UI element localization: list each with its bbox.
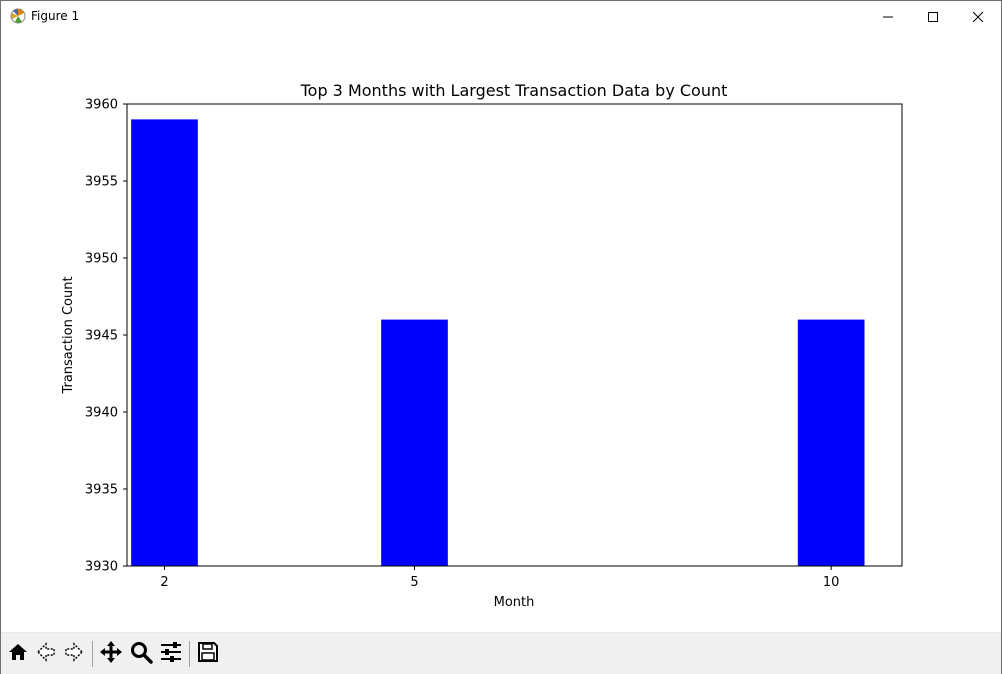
home-button[interactable]: [5, 641, 31, 667]
title-bar: Figure 1: [1, 1, 1001, 32]
y-tick-label: 3950: [85, 252, 118, 267]
y-tick-label: 3955: [85, 175, 118, 190]
y-tick-label: 3935: [85, 483, 118, 498]
configure-subplots-button[interactable]: [158, 641, 184, 667]
bar-chart: Top 3 Months with Largest Transaction Da…: [61, 81, 903, 610]
pan-button[interactable]: [98, 641, 124, 667]
back-arrow-icon: [35, 641, 57, 667]
forward-arrow-icon: [63, 641, 85, 667]
y-tick-label: 3960: [85, 98, 118, 113]
configure-subplots-icon: [159, 640, 183, 668]
minimize-icon: [882, 11, 894, 23]
back-button[interactable]: [33, 641, 59, 667]
pan-icon: [99, 640, 123, 668]
forward-button[interactable]: [61, 641, 87, 667]
x-tick-label: 2: [160, 575, 168, 590]
maximize-icon: [927, 11, 939, 23]
x-tick-label: 10: [823, 575, 840, 590]
bar-month-2: [131, 119, 198, 567]
save-button[interactable]: [195, 641, 221, 667]
close-icon: [972, 11, 984, 23]
y-tick-label: 3930: [85, 560, 118, 575]
close-button[interactable]: [955, 1, 1001, 32]
matplotlib-icon: [9, 7, 27, 25]
toolbar-separator: [189, 641, 190, 667]
bar-month-10: [797, 319, 865, 566]
maximize-button[interactable]: [910, 1, 956, 32]
chart-title: Top 3 Months with Largest Transaction Da…: [300, 81, 728, 100]
y-tick-label: 3945: [85, 329, 118, 344]
x-tick-label: 5: [410, 575, 418, 590]
save-icon: [197, 641, 219, 667]
figure-canvas[interactable]: Top 3 Months with Largest Transaction Da…: [1, 32, 1001, 632]
zoom-icon: [129, 640, 153, 668]
y-axis-label: Transaction Count: [61, 276, 76, 394]
x-axis-label: Month: [494, 595, 535, 610]
zoom-button[interactable]: [128, 641, 154, 667]
window-title: Figure 1: [31, 9, 80, 23]
y-tick-label: 3940: [85, 406, 118, 421]
bar-month-5: [381, 319, 448, 566]
navigation-toolbar: [1, 632, 1001, 674]
toolbar-separator: [92, 641, 93, 667]
minimize-button[interactable]: [865, 1, 911, 32]
home-icon: [7, 641, 29, 667]
axes-frame: [126, 103, 903, 567]
